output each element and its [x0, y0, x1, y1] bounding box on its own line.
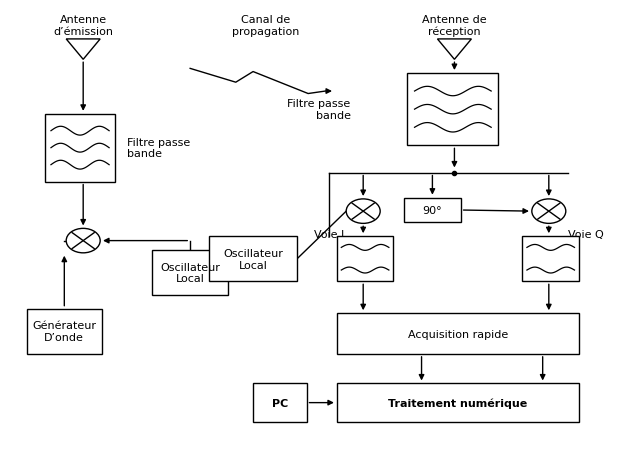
- Text: Filtre passe
bande: Filtre passe bande: [288, 99, 351, 121]
- Circle shape: [532, 199, 566, 224]
- Text: Antenne
d’émission: Antenne d’émission: [53, 15, 113, 36]
- Text: Voie Q: Voie Q: [568, 230, 604, 240]
- Bar: [337, 384, 579, 422]
- Bar: [46, 115, 114, 182]
- Bar: [407, 74, 499, 146]
- Text: 90°: 90°: [423, 206, 442, 216]
- Bar: [152, 250, 228, 295]
- Bar: [337, 237, 393, 282]
- Text: Oscillateur
Local: Oscillateur Local: [161, 262, 220, 283]
- Circle shape: [66, 229, 100, 253]
- Bar: [523, 237, 579, 282]
- Text: Acquisition rapide: Acquisition rapide: [408, 329, 508, 339]
- Bar: [404, 198, 461, 223]
- Text: Voie I: Voie I: [314, 230, 344, 240]
- Text: PC: PC: [272, 398, 288, 408]
- Text: Filtre passe
bande: Filtre passe bande: [127, 137, 190, 159]
- Text: Oscillateur
Local: Oscillateur Local: [223, 248, 283, 270]
- Text: Générateur
D’onde: Générateur D’onde: [32, 321, 96, 342]
- Bar: [253, 384, 307, 422]
- Bar: [27, 309, 102, 354]
- Bar: [337, 313, 579, 354]
- Text: Antenne de
réception: Antenne de réception: [422, 15, 487, 37]
- Bar: [209, 237, 297, 282]
- Text: Traitement numérique: Traitement numérique: [388, 398, 528, 408]
- Text: Canal de
propagation: Canal de propagation: [232, 15, 300, 36]
- Circle shape: [346, 199, 380, 224]
